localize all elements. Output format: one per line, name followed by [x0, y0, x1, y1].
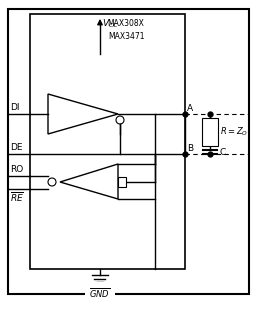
Bar	[30, 14, 185, 269]
Text: $V_{CC}$: $V_{CC}$	[102, 17, 119, 29]
Text: $R = Z_O$: $R = Z_O$	[220, 126, 248, 138]
Bar	[118, 177, 126, 187]
Text: B: B	[187, 144, 193, 153]
Text: MAX308X
MAX3471: MAX308X MAX3471	[108, 19, 144, 40]
Text: DI: DI	[10, 103, 20, 112]
Text: RO: RO	[10, 165, 23, 174]
Bar	[202, 118, 218, 146]
Text: A: A	[187, 104, 193, 113]
Text: DE: DE	[10, 143, 23, 152]
Text: C: C	[220, 147, 226, 156]
Text: $\overline{RE}$: $\overline{RE}$	[10, 190, 24, 204]
Text: $\overline{GND}$: $\overline{GND}$	[89, 286, 111, 300]
